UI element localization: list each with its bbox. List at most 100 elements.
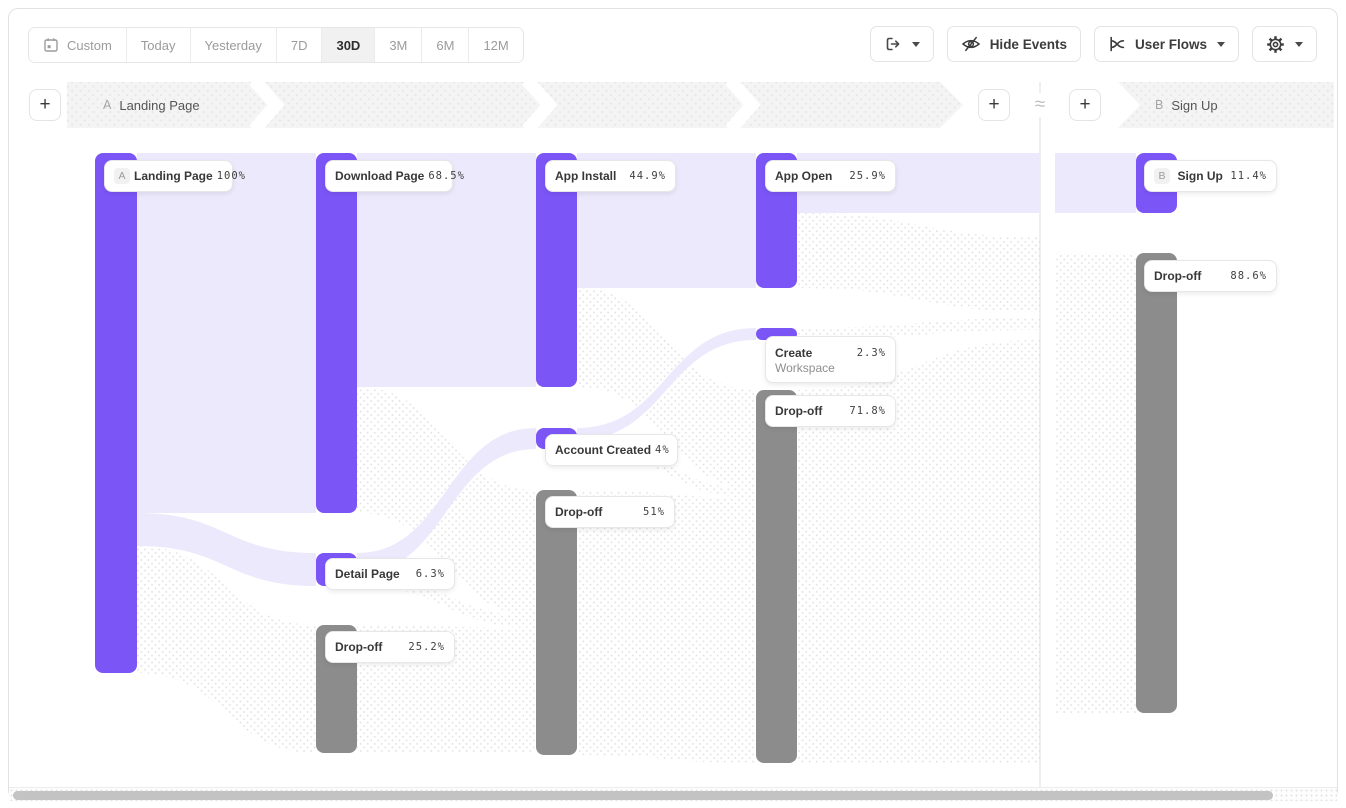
node-percentage: 2.3% xyxy=(856,346,886,359)
flow-appopen-to-panel-edge xyxy=(797,213,1040,312)
node-label-download[interactable]: Download Page 68.5% xyxy=(325,160,464,192)
date-range-yesterday[interactable]: Yesterday xyxy=(189,28,276,62)
date-range-label: 7D xyxy=(290,37,308,53)
node-name: Drop-off xyxy=(1154,269,1202,283)
node-label-dropoffb[interactable]: Drop-off 88.6% xyxy=(1144,260,1277,292)
node-name: App Open xyxy=(775,169,833,183)
date-range-label: Today xyxy=(140,37,176,53)
hide-events-button[interactable]: Hide Events xyxy=(946,26,1081,62)
date-range-12m[interactable]: 12M xyxy=(468,28,523,62)
node-dropoff3[interactable] xyxy=(536,490,577,755)
node-percentage: 88.6% xyxy=(1230,270,1267,282)
date-range-7d[interactable]: 7D xyxy=(275,28,322,62)
step-a-badge: A xyxy=(103,98,112,112)
chevron-separator xyxy=(725,75,761,135)
node-name: Landing Page xyxy=(134,169,213,183)
date-range-3m[interactable]: 3M xyxy=(374,28,422,62)
node-label-landing[interactable]: A Landing Page 100% xyxy=(104,160,245,192)
flow-detail-to-account xyxy=(357,428,536,574)
node-label-dropoff4[interactable]: Drop-off 71.8% xyxy=(765,395,896,427)
node-percentage: 25.9% xyxy=(849,170,886,182)
node-name: App Install xyxy=(555,169,617,183)
node-badge-a: A xyxy=(114,168,130,184)
node-name: Create xyxy=(775,345,813,360)
flow-createws-to-panel-edge xyxy=(797,318,1040,340)
node-name-line2: Workspace xyxy=(775,360,835,375)
funnel-band-b[interactable] xyxy=(1118,82,1334,128)
node-label-dropoff2[interactable]: Drop-off 25.2% xyxy=(325,631,455,663)
node-percentage: 44.9% xyxy=(629,170,666,182)
export-icon xyxy=(886,37,900,51)
chevron-separator xyxy=(522,75,558,135)
node-label-signup[interactable]: B Sign Up 11.4% xyxy=(1144,160,1277,192)
node-percentage: 6.3% xyxy=(415,568,445,580)
caret-down-icon xyxy=(1295,41,1303,47)
node-percentage: 68.5% xyxy=(428,170,465,182)
settings-button[interactable] xyxy=(1252,26,1317,62)
add-step-button-left[interactable]: + xyxy=(29,89,61,121)
view-selector-label: User Flows xyxy=(1134,36,1207,52)
step-a-name: Landing Page xyxy=(119,97,200,113)
node-percentage: 100% xyxy=(216,170,246,182)
flow-landing-to-detail xyxy=(137,513,316,586)
date-range-custom[interactable]: Custom xyxy=(29,28,126,62)
date-range-30d[interactable]: 30D xyxy=(321,28,375,62)
node-name: Sign Up xyxy=(1177,169,1223,183)
node-percentage: 4% xyxy=(655,444,670,456)
flow-landing-to-dropoff2 xyxy=(137,546,316,753)
horizontal-scrollbar-track[interactable] xyxy=(9,787,1337,801)
chevron-separator xyxy=(249,75,285,135)
node-landing[interactable] xyxy=(95,153,137,673)
date-range-6m[interactable]: 6M xyxy=(421,28,469,62)
funnel-band-a[interactable] xyxy=(67,75,963,135)
node-percentage: 11.4% xyxy=(1230,170,1267,182)
date-range-label: 3M xyxy=(389,37,408,53)
funnel-step-b-label: B Sign Up xyxy=(1155,82,1218,128)
node-label-createws[interactable]: Create 2.3% Workspace xyxy=(765,336,896,383)
flow-download-to-appinstall xyxy=(357,153,536,387)
flow-dropoff4-to-panel-edge xyxy=(797,340,1040,763)
node-badge-b: B xyxy=(1154,168,1170,184)
caret-down-icon xyxy=(911,41,920,47)
node-label-appopen[interactable]: App Open 25.9% xyxy=(765,160,896,192)
node-name: Download Page xyxy=(335,169,425,183)
date-range-today[interactable]: Today xyxy=(125,28,190,62)
eye-off-icon xyxy=(961,36,980,52)
node-dropoff4[interactable] xyxy=(756,390,797,763)
horizontal-scrollbar-thumb[interactable] xyxy=(13,791,1273,800)
add-step-button-right[interactable]: + xyxy=(1069,89,1101,121)
node-label-account[interactable]: Account Created 4% xyxy=(545,434,678,466)
flow-panel-edge-to-signup xyxy=(1055,153,1136,213)
view-selector-user-flows[interactable]: User Flows xyxy=(1093,26,1239,62)
flow-account-to-dropoff4 xyxy=(577,440,756,498)
node-name: Detail Page xyxy=(335,567,400,581)
flow-panel-edge-to-dropoffb xyxy=(1055,253,1136,713)
toolbar-right: Hide Events User Flows xyxy=(869,26,1317,62)
node-label-appinstall[interactable]: App Install 44.9% xyxy=(545,160,676,192)
node-percentage: 71.8% xyxy=(849,405,886,417)
node-label-detail[interactable]: Detail Page 6.3% xyxy=(325,558,455,590)
hide-events-label: Hide Events xyxy=(989,36,1067,52)
funnel-step-a-label: A Landing Page xyxy=(103,82,200,128)
node-percentage: 25.2% xyxy=(408,641,445,653)
node-dropoffb[interactable] xyxy=(1136,253,1177,713)
date-range-selector: Custom Today Yesterday 7D 30D 3M 6M 12M xyxy=(28,27,524,63)
date-range-label: 6M xyxy=(436,37,455,53)
date-range-label: Yesterday xyxy=(204,37,262,53)
gear-icon xyxy=(1267,35,1284,53)
caret-down-icon xyxy=(1217,41,1225,47)
flows-chart-icon xyxy=(1110,36,1125,52)
node-appinstall[interactable] xyxy=(536,153,577,387)
export-button[interactable] xyxy=(869,26,934,62)
node-name: Account Created xyxy=(555,443,652,457)
step-b-badge: B xyxy=(1155,98,1164,112)
approx-break-symbol: ≈ xyxy=(1027,93,1053,117)
add-step-button-middle[interactable]: + xyxy=(978,89,1010,121)
flow-dropoff3-to-dropoff4 xyxy=(577,490,756,763)
date-range-label: 30D xyxy=(336,37,361,53)
node-label-dropoff3[interactable]: Drop-off 51% xyxy=(545,496,675,528)
calendar-icon xyxy=(44,38,58,52)
flow-account-to-createws xyxy=(577,328,756,440)
node-download[interactable] xyxy=(316,153,357,513)
